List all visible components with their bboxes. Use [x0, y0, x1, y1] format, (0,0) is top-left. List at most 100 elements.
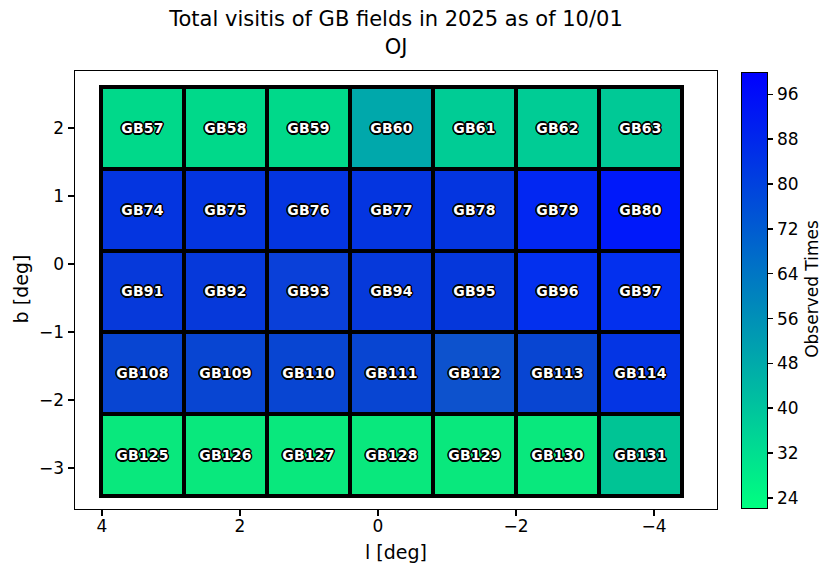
- cell-label: GB59: [287, 120, 329, 136]
- cell-label: GB114: [614, 365, 666, 381]
- heatmap-cell-gb130: GB130: [518, 416, 597, 494]
- colorbar-tick-label: 24: [777, 488, 799, 508]
- heatmap-cell-gb128: GB128: [352, 416, 431, 494]
- heatmap-cell-gb78: GB78: [435, 171, 514, 249]
- colorbar-tick-mark: [768, 497, 773, 499]
- heatmap-grid: GB57 GB58 GB59 GB60 GB61 GB62 GB63 GB74 GB75 GB76…: [99, 85, 684, 498]
- y-tick-label: 0: [0, 254, 64, 274]
- x-tick-label: 4: [97, 516, 108, 536]
- y-tick-mark: [68, 263, 74, 265]
- colorbar-tick-label: 88: [777, 129, 799, 149]
- y-tick-mark: [68, 195, 74, 197]
- cell-label: GB80: [619, 202, 661, 218]
- heatmap-cell-gb113: GB113: [518, 334, 597, 412]
- cell-label: GB97: [619, 283, 661, 299]
- heatmap-cell-gb108: GB108: [103, 334, 182, 412]
- heatmap-cell-gb60: GB60: [352, 89, 431, 167]
- heatmap-cell-gb94: GB94: [352, 253, 431, 331]
- heatmap-cell-gb97: GB97: [601, 253, 680, 331]
- chart-title: Total visitis of GB fields in 2025 as of…: [74, 7, 718, 32]
- colorbar-tick-label: 72: [777, 219, 799, 239]
- heatmap-cell-gb125: GB125: [103, 416, 182, 494]
- cell-label: GB127: [282, 447, 334, 463]
- heatmap-cell-gb129: GB129: [435, 416, 514, 494]
- cell-label: GB92: [204, 283, 246, 299]
- colorbar: [741, 72, 768, 509]
- heatmap-cell-gb75: GB75: [186, 171, 265, 249]
- plot-area: GB57 GB58 GB59 GB60 GB61 GB62 GB63 GB74 GB75 GB76…: [74, 70, 718, 510]
- y-tick-mark: [68, 127, 74, 129]
- colorbar-tick-mark: [768, 452, 773, 454]
- chart-subtitle: OJ: [74, 35, 718, 60]
- cell-label: GB113: [531, 365, 583, 381]
- cell-label: GB63: [619, 120, 661, 136]
- heatmap-cell-gb63: GB63: [601, 89, 680, 167]
- cell-label: GB58: [204, 120, 246, 136]
- heatmap-cell-gb114: GB114: [601, 334, 680, 412]
- heatmap-cell-gb76: GB76: [269, 171, 348, 249]
- x-axis-label: l [deg]: [74, 541, 718, 563]
- colorbar-tick-label: 64: [777, 264, 799, 284]
- cell-label: GB96: [536, 283, 578, 299]
- cell-label: GB130: [531, 447, 583, 463]
- y-tick-label: −3: [0, 458, 64, 478]
- figure: Total visitis of GB fields in 2025 as of…: [0, 0, 835, 575]
- heatmap-cell-gb77: GB77: [352, 171, 431, 249]
- cell-label: GB108: [116, 365, 168, 381]
- x-tick-label: −4: [641, 516, 666, 536]
- heatmap-cell-gb96: GB96: [518, 253, 597, 331]
- cell-label: GB95: [453, 283, 495, 299]
- colorbar-tick-mark: [768, 318, 773, 320]
- cell-label: GB111: [365, 365, 417, 381]
- cell-label: GB110: [282, 365, 334, 381]
- heatmap-cell-gb59: GB59: [269, 89, 348, 167]
- cell-label: GB128: [365, 447, 417, 463]
- heatmap-cell-gb109: GB109: [186, 334, 265, 412]
- colorbar-tick-label: 96: [777, 84, 799, 104]
- cell-label: GB91: [121, 283, 163, 299]
- cell-label: GB131: [614, 447, 666, 463]
- y-tick-label: 1: [0, 186, 64, 206]
- cell-label: GB94: [370, 283, 412, 299]
- heatmap-cell-gb91: GB91: [103, 253, 182, 331]
- cell-label: GB93: [287, 283, 329, 299]
- x-tick-label: 2: [235, 516, 246, 536]
- y-tick-label: −1: [0, 322, 64, 342]
- colorbar-tick-label: 32: [777, 443, 799, 463]
- colorbar-tick-mark: [768, 228, 773, 230]
- colorbar-tick-label: 56: [777, 309, 799, 329]
- cell-label: GB78: [453, 202, 495, 218]
- heatmap-cell-gb93: GB93: [269, 253, 348, 331]
- heatmap-cell-gb111: GB111: [352, 334, 431, 412]
- cell-label: GB62: [536, 120, 578, 136]
- colorbar-tick-mark: [768, 183, 773, 185]
- y-tick-label: −2: [0, 390, 64, 410]
- cell-label: GB57: [121, 120, 163, 136]
- heatmap-cell-gb112: GB112: [435, 334, 514, 412]
- heatmap-cell-gb127: GB127: [269, 416, 348, 494]
- cell-label: GB75: [204, 202, 246, 218]
- heatmap-cell-gb95: GB95: [435, 253, 514, 331]
- cell-label: GB79: [536, 202, 578, 218]
- heatmap-cell-gb79: GB79: [518, 171, 597, 249]
- x-tick-label: 0: [373, 516, 384, 536]
- heatmap-cell-gb61: GB61: [435, 89, 514, 167]
- colorbar-tick-label: 40: [777, 398, 799, 418]
- cell-label: GB129: [448, 447, 500, 463]
- colorbar-label: Observed Times: [802, 220, 822, 358]
- cell-label: GB61: [453, 120, 495, 136]
- y-tick-mark: [68, 331, 74, 333]
- colorbar-tick-mark: [768, 407, 773, 409]
- cell-label: GB125: [116, 447, 168, 463]
- y-tick-mark: [68, 467, 74, 469]
- colorbar-tick-label: 80: [777, 174, 799, 194]
- cell-label: GB112: [448, 365, 500, 381]
- colorbar-tick-label: 48: [777, 353, 799, 373]
- colorbar-tick-mark: [768, 273, 773, 275]
- heatmap-cell-gb126: GB126: [186, 416, 265, 494]
- colorbar-tick-mark: [768, 94, 773, 96]
- heatmap-cell-gb74: GB74: [103, 171, 182, 249]
- colorbar-tick-mark: [768, 138, 773, 140]
- cell-label: GB60: [370, 120, 412, 136]
- cell-label: GB77: [370, 202, 412, 218]
